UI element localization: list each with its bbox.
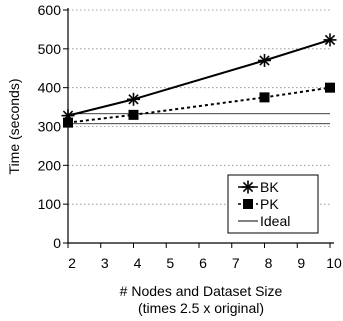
legend-entry-ideal: Ideal bbox=[238, 213, 290, 229]
y-axis-ticks: 0 100 200 300 400 500 600 bbox=[38, 2, 68, 251]
x-tick-label-9: 9 bbox=[297, 255, 305, 271]
legend-label-pk: PK bbox=[260, 196, 279, 212]
series-bk-point-4 bbox=[127, 92, 140, 106]
legend-label-bk: BK bbox=[260, 179, 279, 195]
series-pk-point-10 bbox=[325, 82, 335, 93]
legend-entry-pk: PK bbox=[238, 196, 279, 212]
y-tick-label-600: 600 bbox=[38, 2, 62, 18]
x-tick-label-6: 6 bbox=[199, 255, 207, 271]
x-tick-label-5: 5 bbox=[166, 255, 174, 271]
series-layer bbox=[61, 33, 337, 128]
y-tick-label-300: 300 bbox=[38, 119, 62, 135]
series-pk-point-8 bbox=[259, 92, 270, 103]
legend-marker-bk bbox=[241, 180, 255, 194]
x-tick-label-2: 2 bbox=[68, 255, 76, 271]
x-tick-label-7: 7 bbox=[232, 255, 240, 271]
x-tick-label-8: 8 bbox=[265, 255, 273, 271]
y-tick-label-400: 400 bbox=[38, 80, 62, 96]
series-pk-point-2 bbox=[63, 117, 73, 128]
legend-entry-bk: BK bbox=[238, 179, 279, 195]
x-tick-label-3: 3 bbox=[101, 255, 109, 271]
x-axis-label-line2: (times 2.5 x original) bbox=[138, 300, 264, 316]
legend-marker-pk bbox=[243, 199, 253, 209]
series-pk-point-4 bbox=[128, 109, 139, 120]
legend-label-ideal: Ideal bbox=[260, 213, 290, 229]
y-tick-label-100: 100 bbox=[38, 196, 62, 212]
series-bk-point-10 bbox=[323, 33, 337, 47]
y-tick-label-200: 200 bbox=[38, 157, 62, 173]
x-tick-label-10: 10 bbox=[326, 255, 342, 271]
y-axis-label: Time (seconds) bbox=[6, 79, 22, 175]
y-tick-label-0: 0 bbox=[53, 235, 61, 251]
y-tick-label-500: 500 bbox=[38, 41, 62, 57]
x-axis-ticks: 2 3 4 5 6 7 8 9 10 bbox=[67, 243, 342, 271]
x-tick-label-4: 4 bbox=[134, 255, 142, 271]
series-bk-line bbox=[67, 38, 331, 117]
x-axis-label: # Nodes and Dataset Size bbox=[120, 283, 283, 299]
series-pk-line bbox=[67, 86, 331, 124]
series-bk-point-8 bbox=[258, 53, 271, 67]
